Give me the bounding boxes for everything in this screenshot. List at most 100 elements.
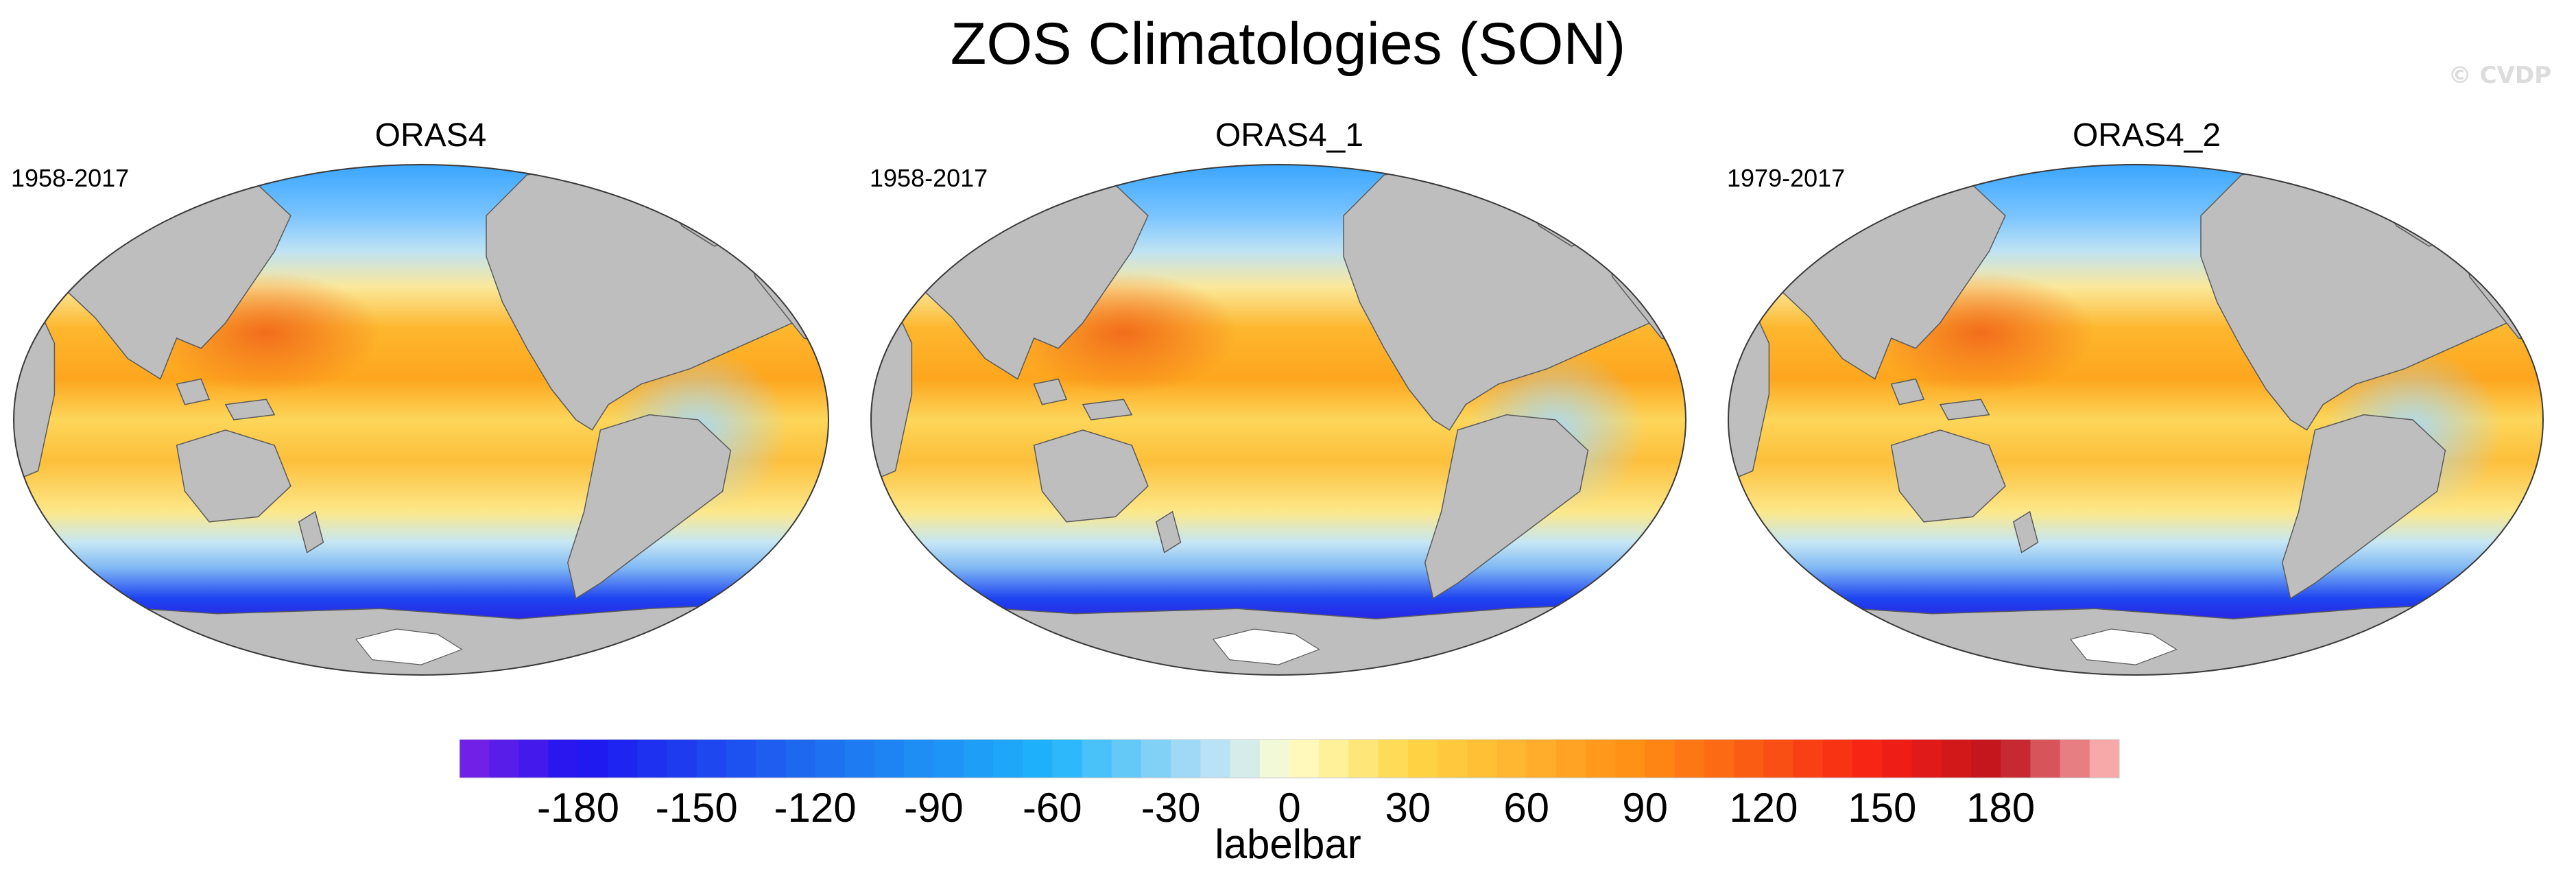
colorbar-box [1259,739,1290,778]
map-panel-oras4-2 [1728,164,2544,676]
colorbar-box [726,739,756,778]
colorbar-box [460,739,490,778]
map-panel-oras4 [13,164,829,676]
colorbar-tick-label: -180 [537,785,619,831]
colorbar-box [1289,739,1320,778]
colorbar-box [1615,739,1646,778]
colorbar-box [1970,739,2001,778]
colorbar-box [1793,739,1824,778]
land-australia [176,429,291,523]
land-southAmerica [2282,414,2446,600]
colorbar-box [1230,739,1261,778]
colorbar-box [2089,739,2120,778]
panel-title-1: ORAS4 [374,117,487,154]
figure-title: ZOS Climatologies (SON) [950,11,1626,77]
colorbar-tick-label: -150 [656,785,738,831]
colorbar-box [1734,739,1765,778]
land-australia [1890,429,2006,523]
land-southAmerica [1424,414,1589,600]
colorbar-box [1378,739,1409,778]
colorbar-box [815,739,846,778]
colorbar-box [992,739,1023,778]
land-newGuinea [224,399,276,420]
colorbar-box [1082,739,1112,778]
colorbar [459,739,2120,779]
land-newZealand [1155,510,1182,554]
map-outline [1728,164,2544,676]
colorbar-box [904,739,935,778]
map-outline [13,164,829,676]
colorbar-box [756,739,786,778]
land-newZealand [298,510,324,554]
colorbar-box [1645,739,1675,778]
land-borneo [1033,378,1068,405]
colorbar-tick-label: -120 [774,785,857,831]
colorbar-label: labelbar [1215,821,1361,867]
colorbar-ticks: -180 -150 -120 -90 -60 -30 0 30 60 90 12… [537,785,2035,831]
colorbar-box [1171,739,1201,778]
colorbar-box [1023,739,1053,778]
colorbar-box [608,739,638,778]
colorbar-tick-label: -90 [904,785,964,831]
colorbar-box [667,739,697,778]
panel-period-1: 1958-2017 [11,164,130,192]
colorbar-box [1141,739,1171,778]
colorbar-box [1111,739,1142,778]
colorbar-box [874,739,905,778]
colorbar-box [933,739,964,778]
colorbar-box [1526,739,1557,778]
colorbar-box [1674,739,1705,778]
colorbar-box [1941,739,1972,778]
cvdp-watermark: © CVDP [2448,62,2551,89]
colorbar-box [844,739,875,778]
colorbar-box [963,739,994,778]
panel-title-3: ORAS4_2 [2072,117,2221,154]
colorbar-frame [459,739,2120,779]
colorbar-box [2001,739,2031,778]
colorbar-box [637,739,668,778]
colorbar-box [1763,739,1794,778]
colorbar-tick-label: 0 [1278,785,1300,831]
land-southAmerica [567,414,732,600]
colorbar-tick-label: 120 [1729,785,1798,831]
colorbar-box [518,739,549,778]
colorbar-box [1555,739,1586,778]
colorbar-box [548,739,579,778]
colorbar-tick-label: -60 [1023,785,1082,831]
colorbar-box [1052,739,1083,778]
land-newGuinea [1939,399,1990,420]
map-outline [870,164,1686,676]
land-newGuinea [1082,399,1133,420]
colorbar-box [1348,739,1379,778]
panel-period-2: 1958-2017 [870,164,988,192]
map-panel-oras4-1 [870,164,1686,676]
colorbar-box [2030,739,2061,778]
colorbar-box [1882,739,1913,778]
panel-period-3: 1979-2017 [1727,164,1846,192]
colorbar-box [1438,739,1468,778]
colorbar-box [2060,739,2090,778]
panel-title-2: ORAS4_1 [1215,117,1364,154]
colorbar-box [1704,739,1734,778]
colorbar-box [1467,739,1498,778]
colorbar-tick-label: 150 [1848,785,1916,831]
colorbar-box [785,739,816,778]
colorbar-tick-label: -30 [1141,785,1201,831]
colorbar-box [696,739,727,778]
colorbar-box [1496,739,1527,778]
land-newZealand [2012,510,2039,554]
colorbar-tick-label: 60 [1503,785,1549,831]
ice-shelf [355,628,463,665]
land-australia [1033,429,1149,523]
colorbar-box [1852,739,1883,778]
colorbar-box [1319,739,1350,778]
land-borneo [176,378,211,405]
colorbar-box [1911,739,1942,778]
colorbar-box [1407,739,1438,778]
colorbar-box [1586,739,1616,778]
colorbar-tick-label: 180 [1966,785,2035,831]
colorbar-box [577,739,608,778]
colorbar-tick-label: 30 [1385,785,1431,831]
colorbar-tick-label: 90 [1622,785,1668,831]
